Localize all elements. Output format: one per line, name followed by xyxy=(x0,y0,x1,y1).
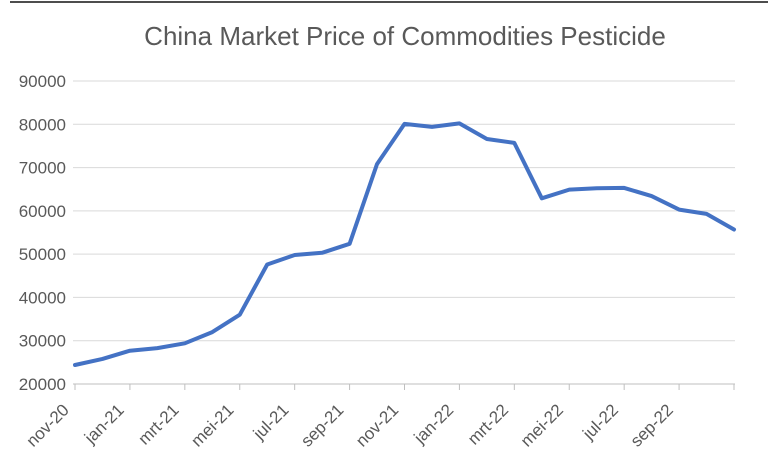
x-axis-label: jan-22 xyxy=(410,400,458,448)
y-axis-label: 90000 xyxy=(19,72,66,91)
price-line-series xyxy=(73,121,736,367)
x-axis-label: sep-21 xyxy=(297,400,347,450)
y-axis-label: 20000 xyxy=(19,375,66,394)
x-axis-label: mei-22 xyxy=(517,400,567,450)
x-axis-label: mrt-22 xyxy=(464,400,512,448)
x-axis-label: jul-22 xyxy=(578,400,622,444)
y-axis-label: 60000 xyxy=(19,202,66,221)
y-axis-label: 30000 xyxy=(19,332,66,351)
x-axis-label: sep-22 xyxy=(627,400,677,450)
x-axis-label: jan-21 xyxy=(80,400,128,448)
y-axis-label: 50000 xyxy=(19,245,66,264)
chart-title: China Market Price of Commodities Pestic… xyxy=(144,21,666,51)
x-axis-label: mei-21 xyxy=(187,400,237,450)
x-axis-label: mrt-21 xyxy=(134,400,182,448)
y-axis-label: 70000 xyxy=(19,159,66,178)
y-axis-label: 40000 xyxy=(19,288,66,307)
x-axis-label: nov-21 xyxy=(352,400,402,450)
y-axis-label: 80000 xyxy=(19,115,66,134)
x-axis-label: nov-20 xyxy=(23,400,73,450)
window-top-border xyxy=(10,1,768,3)
x-axis-label: jul-21 xyxy=(249,400,293,444)
